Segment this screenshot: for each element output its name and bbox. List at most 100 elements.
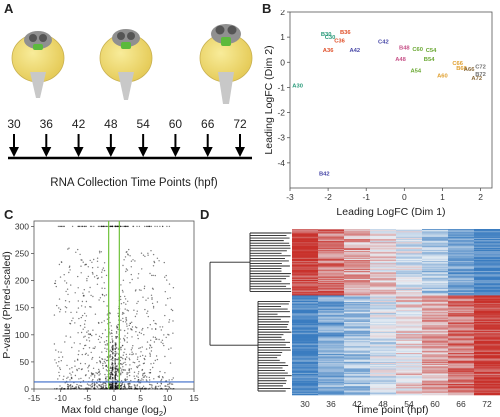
heatmap-cell xyxy=(474,382,500,385)
volcano-point xyxy=(132,361,134,363)
heatmap-cell xyxy=(474,375,500,377)
heatmap-cell xyxy=(318,297,345,300)
heatmap-cell xyxy=(448,337,475,339)
heatmap-cell xyxy=(422,383,449,386)
heatmap-cell xyxy=(292,337,319,339)
heatmap-cell xyxy=(292,362,319,365)
heatmap-cell xyxy=(292,295,319,297)
volcano-point xyxy=(129,282,131,284)
volcano-point xyxy=(168,283,171,285)
volcano-point xyxy=(110,332,113,334)
volcano-point xyxy=(120,225,122,228)
volcano-point xyxy=(130,368,132,370)
heatmap-cell xyxy=(292,338,319,340)
volcano-point xyxy=(140,332,142,335)
volcano-point xyxy=(58,371,60,374)
heatmap-cell xyxy=(448,344,475,346)
volcano-point xyxy=(121,363,123,366)
heatmap-cell xyxy=(396,263,423,265)
heatmap-cell xyxy=(474,241,500,243)
heatmap-cell xyxy=(370,243,397,245)
heatmap-cell xyxy=(318,334,345,336)
heatmap-cell xyxy=(318,264,345,266)
heatmap-cell xyxy=(422,393,449,396)
arrow-head xyxy=(41,147,52,157)
volcano-point xyxy=(172,332,174,334)
mds-point-label: A54 xyxy=(410,68,421,74)
heatmap-cell xyxy=(318,267,345,270)
volcano-point xyxy=(104,358,106,360)
volcano-point xyxy=(146,341,149,343)
heatmap-cell xyxy=(396,344,423,346)
volcano-point xyxy=(91,261,93,263)
volcano-point xyxy=(84,320,87,322)
volcano-point xyxy=(79,225,81,228)
volcano-point xyxy=(91,271,94,274)
heatmap-cell xyxy=(370,261,397,263)
volcano-point xyxy=(150,384,152,386)
heatmap-cell xyxy=(448,233,475,235)
volcano-point xyxy=(120,298,122,301)
volcano-point xyxy=(138,225,141,228)
heatmap-cell xyxy=(422,329,449,332)
heatmap-cell xyxy=(292,283,319,285)
heatmap-cell xyxy=(448,268,475,271)
mds-point-label: C60 xyxy=(412,47,423,53)
volcano-point xyxy=(120,329,122,331)
heatmap-cell xyxy=(396,377,423,379)
heatmap-cell xyxy=(292,231,319,233)
heatmap-cell xyxy=(370,296,397,298)
volcano-point xyxy=(129,322,131,325)
heatmap-cell xyxy=(292,279,319,282)
volcano-point xyxy=(156,257,159,259)
heatmap-cell xyxy=(396,316,423,318)
volcano-point xyxy=(63,274,65,276)
heatmap-cell xyxy=(422,323,449,325)
heatmap-cell xyxy=(474,355,500,357)
heatmap-cell xyxy=(344,310,371,313)
heatmap-cell xyxy=(448,229,475,231)
volcano-point xyxy=(114,358,116,360)
volcano-point xyxy=(93,276,96,278)
volcano-point xyxy=(68,266,71,268)
volcano-point xyxy=(141,346,143,348)
volcano-point xyxy=(95,333,97,336)
volcano-point xyxy=(122,311,124,314)
volcano-point xyxy=(161,376,164,378)
heatmap-cell xyxy=(370,375,397,377)
heatmap-cell xyxy=(370,290,397,293)
heatmap-cell xyxy=(396,362,423,365)
heatmap-cell xyxy=(318,257,345,260)
volcano-point xyxy=(104,373,106,376)
heatmap-cell xyxy=(370,314,397,316)
heatmap-cell xyxy=(318,316,345,318)
heatmap-cell xyxy=(474,323,500,325)
heatmap-cell xyxy=(318,253,345,255)
heatmap-cell xyxy=(318,372,345,375)
heatmap-cell xyxy=(344,388,371,390)
volcano-point xyxy=(58,361,60,363)
heatmap-cell xyxy=(344,233,371,235)
heatmap-cell xyxy=(422,356,449,358)
volcano-point xyxy=(86,278,88,280)
heatmap-cell xyxy=(474,376,500,378)
heatmap-cell xyxy=(370,266,397,269)
heatmap-cell xyxy=(396,393,423,396)
heatmap-cell xyxy=(370,293,397,295)
heatmap-cell xyxy=(448,248,475,251)
volcano-point xyxy=(121,289,124,292)
heatmap-cell xyxy=(474,346,500,348)
volcano-point xyxy=(160,387,163,390)
heatmap-cell xyxy=(318,300,345,303)
heatmap-cell xyxy=(474,348,500,350)
volcano-point xyxy=(111,383,113,386)
volcano-point xyxy=(69,379,71,381)
heatmap-cell xyxy=(422,265,449,267)
volcano-point xyxy=(119,356,122,358)
volcano-point xyxy=(92,378,94,381)
heatmap-cell xyxy=(292,272,319,274)
heatmap-cell xyxy=(396,320,423,323)
volcano-point xyxy=(168,383,170,385)
heatmap-cell xyxy=(474,336,500,338)
volcano-point xyxy=(120,347,122,349)
